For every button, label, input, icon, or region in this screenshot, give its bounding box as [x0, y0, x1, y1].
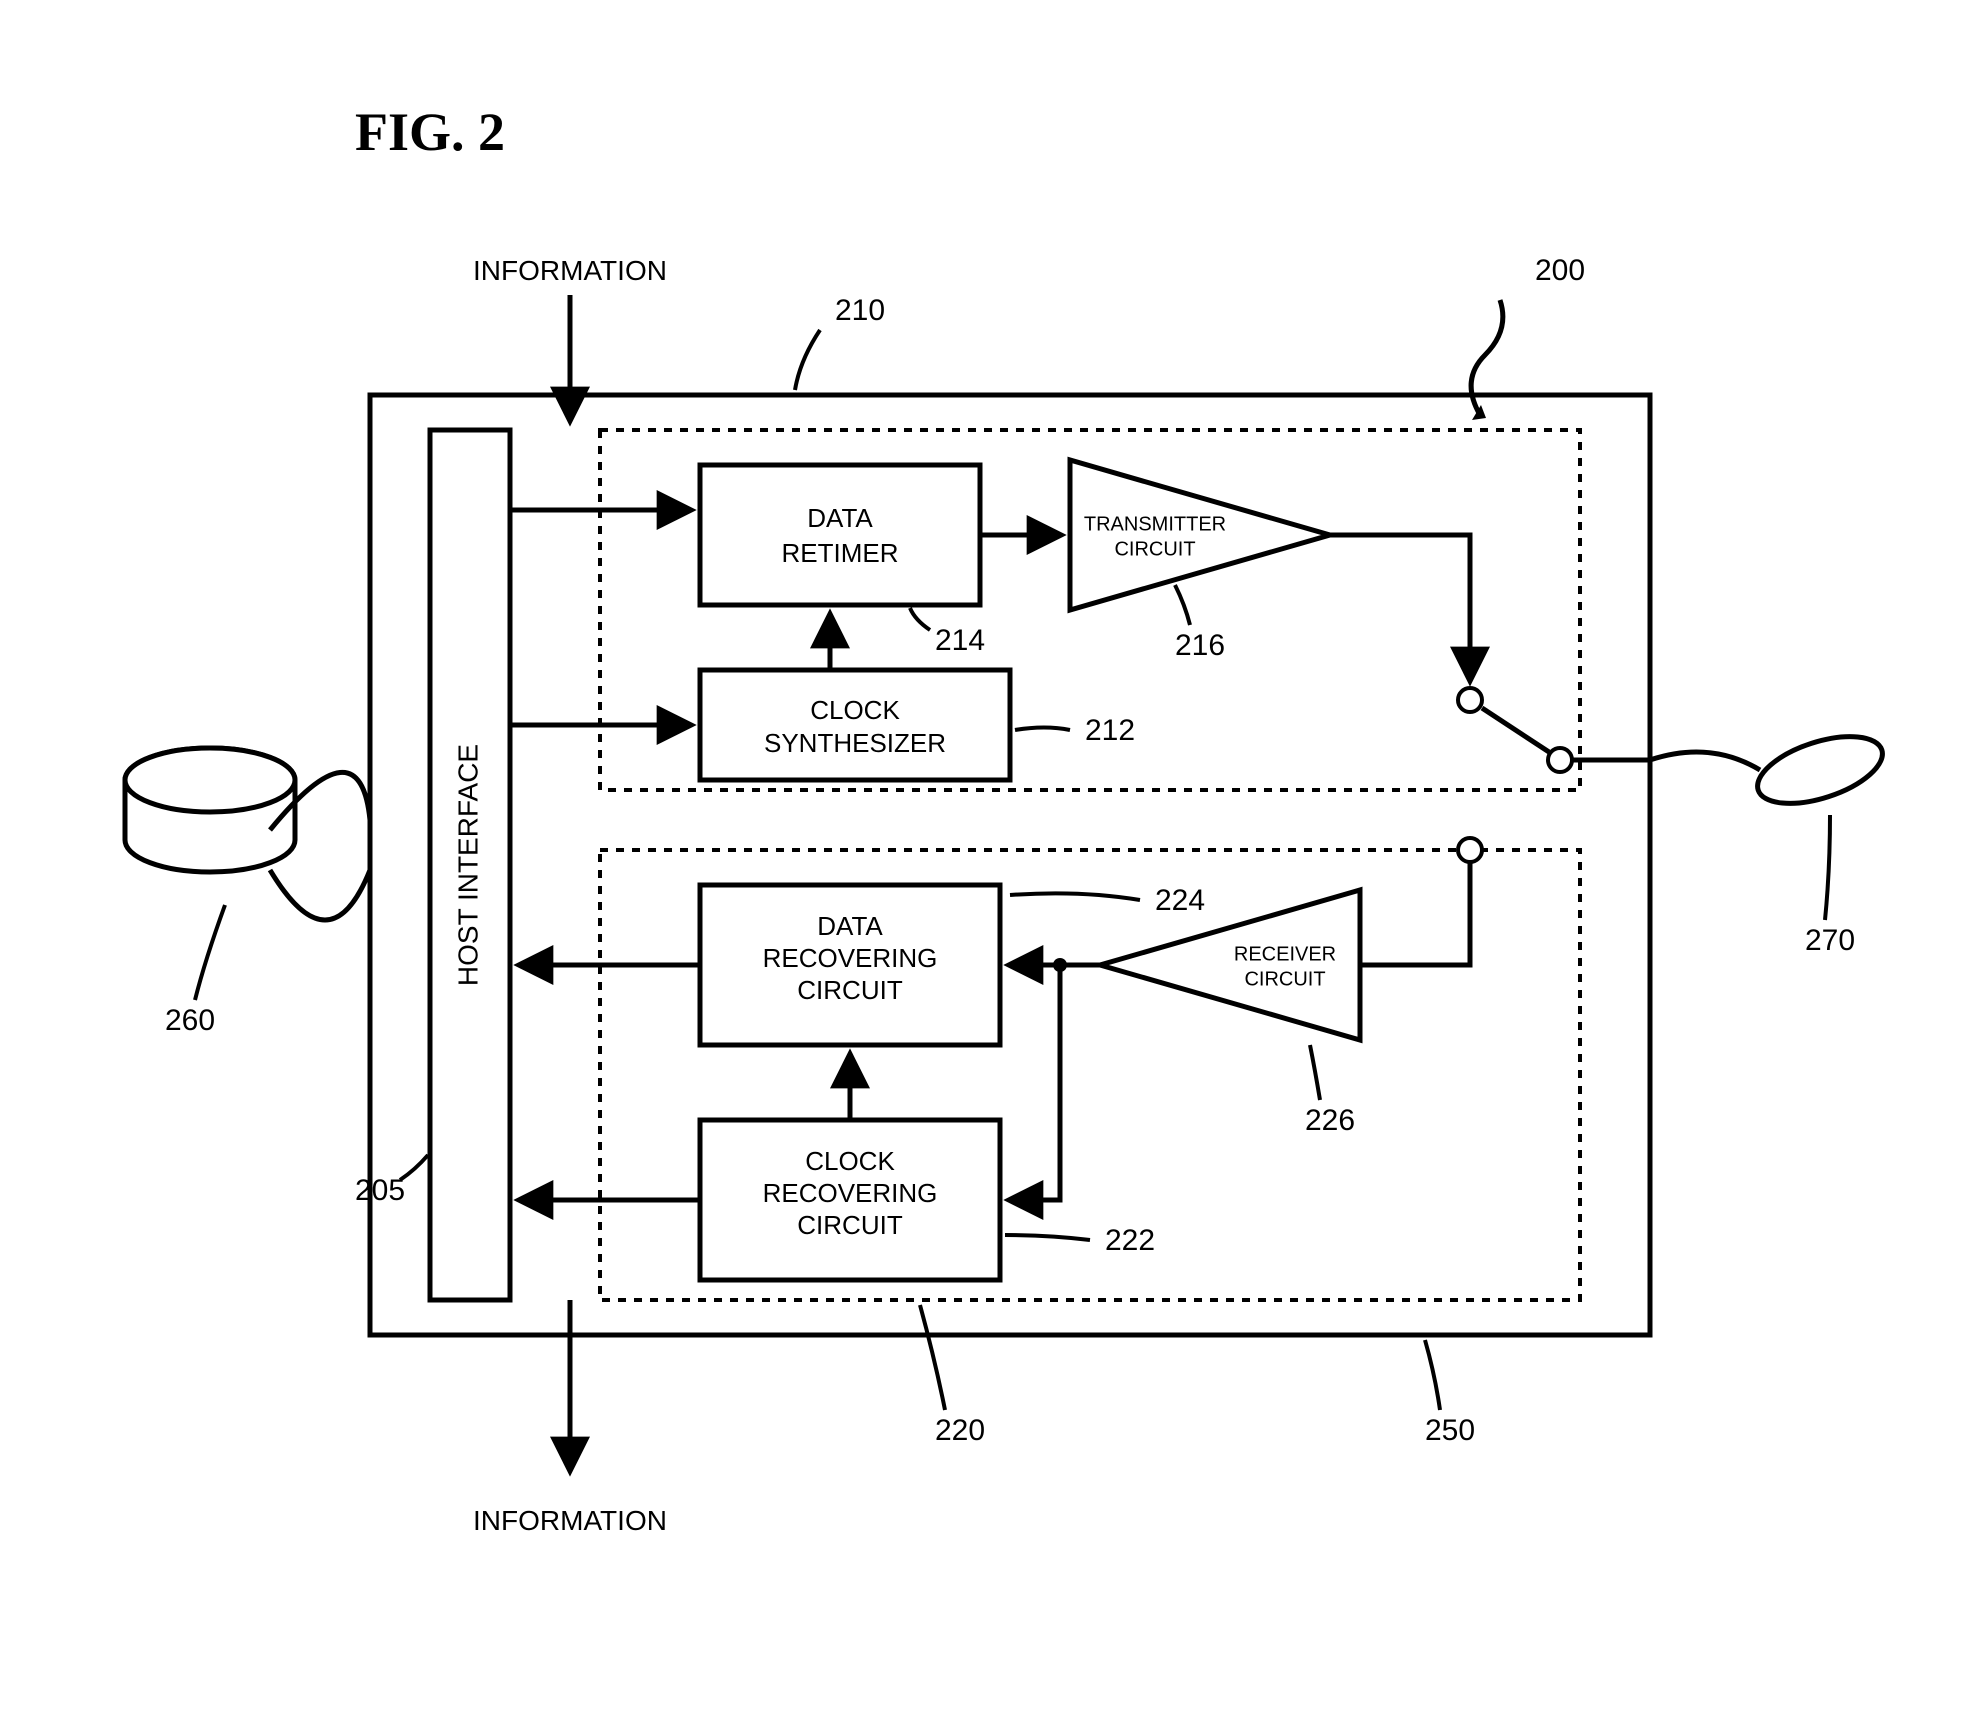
data-recovering-line3: CIRCUIT [797, 975, 903, 1005]
disk-cable [1650, 752, 1760, 770]
ref-205: 205 [355, 1174, 405, 1207]
switch-node-mid [1548, 748, 1572, 772]
clock-synth-line2: SYNTHESIZER [764, 728, 946, 758]
ref-220-leader [920, 1305, 945, 1410]
ref-226-leader [1310, 1045, 1320, 1100]
switch-node-top [1458, 688, 1482, 712]
clock-synth-block [700, 670, 1010, 780]
ref-226: 226 [1305, 1104, 1355, 1137]
ref-205-leader [400, 1155, 428, 1180]
data-retimer-line2: RETIMER [782, 538, 899, 568]
ref-210-leader [795, 330, 820, 390]
ref-260: 260 [165, 1004, 215, 1037]
switch-to-rx-line [1360, 862, 1470, 965]
transmitter-line2: CIRCUIT [1114, 538, 1195, 560]
clock-recovering-line3: CIRCUIT [797, 1210, 903, 1240]
figure-diagram: FIG. 2 INFORMATION 200 210 HOST INTERFAC… [0, 0, 1977, 1727]
transmitter-line1: TRANSMITTER [1084, 513, 1226, 535]
ref-212-leader [1015, 728, 1070, 731]
information-top-label: INFORMATION [473, 255, 667, 286]
disk-shape [1750, 723, 1891, 816]
clock-recovering-line2: RECOVERING [763, 1178, 938, 1208]
data-retimer-line1: DATA [807, 503, 873, 533]
ref-200: 200 [1535, 254, 1585, 287]
receiver-line1: RECEIVER [1234, 943, 1336, 965]
ref-220: 220 [935, 1414, 985, 1447]
ref-222-leader [1005, 1235, 1090, 1240]
rx-to-clkrec-arrow [1010, 965, 1060, 1200]
data-recovering-line1: DATA [817, 911, 883, 941]
ref-210: 210 [835, 294, 885, 327]
db-cylinder [125, 748, 295, 872]
host-interface-label: HOST INTERFACE [452, 744, 483, 986]
ref-216: 216 [1175, 629, 1225, 662]
clock-recovering-line1: CLOCK [805, 1146, 895, 1176]
ref-260-leader [195, 905, 225, 1000]
ref-250: 250 [1425, 1414, 1475, 1447]
ref-214: 214 [935, 624, 985, 657]
information-bottom-label: INFORMATION [473, 1505, 667, 1536]
ref-214-leader [910, 608, 930, 630]
ref-216-leader [1175, 585, 1190, 625]
ref-224-leader [1010, 893, 1140, 900]
ref-212: 212 [1085, 714, 1135, 747]
switch-arm [1482, 708, 1549, 752]
tx-out-arrow [1330, 535, 1470, 680]
ref-250-leader [1425, 1340, 1440, 1410]
ref-270-leader [1825, 815, 1830, 920]
data-retimer-block [700, 465, 980, 605]
ref-270: 270 [1805, 924, 1855, 957]
figure-title: FIG. 2 [355, 102, 505, 162]
ref-224: 224 [1155, 884, 1205, 917]
ref-222: 222 [1105, 1224, 1155, 1257]
switch-node-bottom [1458, 838, 1482, 862]
clock-synth-line1: CLOCK [810, 695, 900, 725]
data-recovering-line2: RECOVERING [763, 943, 938, 973]
ref-200-squiggle [1471, 300, 1503, 415]
receiver-line2: CIRCUIT [1244, 968, 1325, 990]
